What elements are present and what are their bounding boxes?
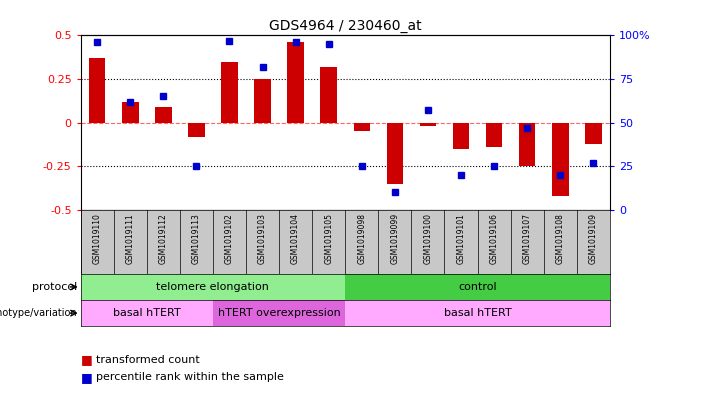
Text: GSM1019113: GSM1019113 xyxy=(192,213,201,264)
Bar xyxy=(320,67,337,123)
Bar xyxy=(287,42,304,123)
Bar xyxy=(346,274,610,300)
Bar xyxy=(254,79,271,123)
Bar xyxy=(81,274,346,300)
Text: protocol: protocol xyxy=(32,282,77,292)
Text: transformed count: transformed count xyxy=(96,354,200,365)
Bar xyxy=(453,123,469,149)
Text: GSM1019106: GSM1019106 xyxy=(489,213,498,264)
Bar xyxy=(386,123,403,184)
Text: GSM1019100: GSM1019100 xyxy=(423,213,433,264)
Text: GSM1019107: GSM1019107 xyxy=(523,213,531,264)
Text: basal hTERT: basal hTERT xyxy=(444,308,512,318)
Bar xyxy=(486,123,503,147)
Text: percentile rank within the sample: percentile rank within the sample xyxy=(96,372,284,382)
Text: GSM1019105: GSM1019105 xyxy=(324,213,333,264)
Text: telomere elongation: telomere elongation xyxy=(156,282,269,292)
Bar xyxy=(155,107,172,123)
Text: GSM1019111: GSM1019111 xyxy=(125,213,135,264)
Text: GSM1019101: GSM1019101 xyxy=(456,213,465,264)
Text: GSM1019102: GSM1019102 xyxy=(225,213,234,264)
Bar xyxy=(552,123,569,196)
Bar xyxy=(89,58,105,123)
Text: ■: ■ xyxy=(81,353,93,366)
Text: GSM1019112: GSM1019112 xyxy=(159,213,168,264)
Bar xyxy=(353,123,370,131)
Text: GSM1019110: GSM1019110 xyxy=(93,213,102,264)
Text: basal hTERT: basal hTERT xyxy=(113,308,181,318)
Text: GSM1019103: GSM1019103 xyxy=(258,213,267,264)
Bar xyxy=(213,300,346,326)
Text: GSM1019108: GSM1019108 xyxy=(556,213,565,264)
Text: GSM1019109: GSM1019109 xyxy=(589,213,598,264)
Bar xyxy=(122,102,139,123)
Bar xyxy=(222,62,238,123)
Text: GSM1019099: GSM1019099 xyxy=(390,213,400,264)
Bar xyxy=(346,300,610,326)
Bar xyxy=(585,123,601,143)
Text: genotype/variation: genotype/variation xyxy=(0,308,77,318)
Text: control: control xyxy=(458,282,497,292)
Bar xyxy=(81,300,213,326)
Text: GSM1019104: GSM1019104 xyxy=(291,213,300,264)
Title: GDS4964 / 230460_at: GDS4964 / 230460_at xyxy=(269,19,421,33)
Text: ■: ■ xyxy=(81,371,93,384)
Text: hTERT overexpression: hTERT overexpression xyxy=(218,308,341,318)
Bar xyxy=(420,123,436,126)
Text: GSM1019098: GSM1019098 xyxy=(358,213,367,264)
Bar xyxy=(188,123,205,137)
Bar xyxy=(519,123,536,166)
